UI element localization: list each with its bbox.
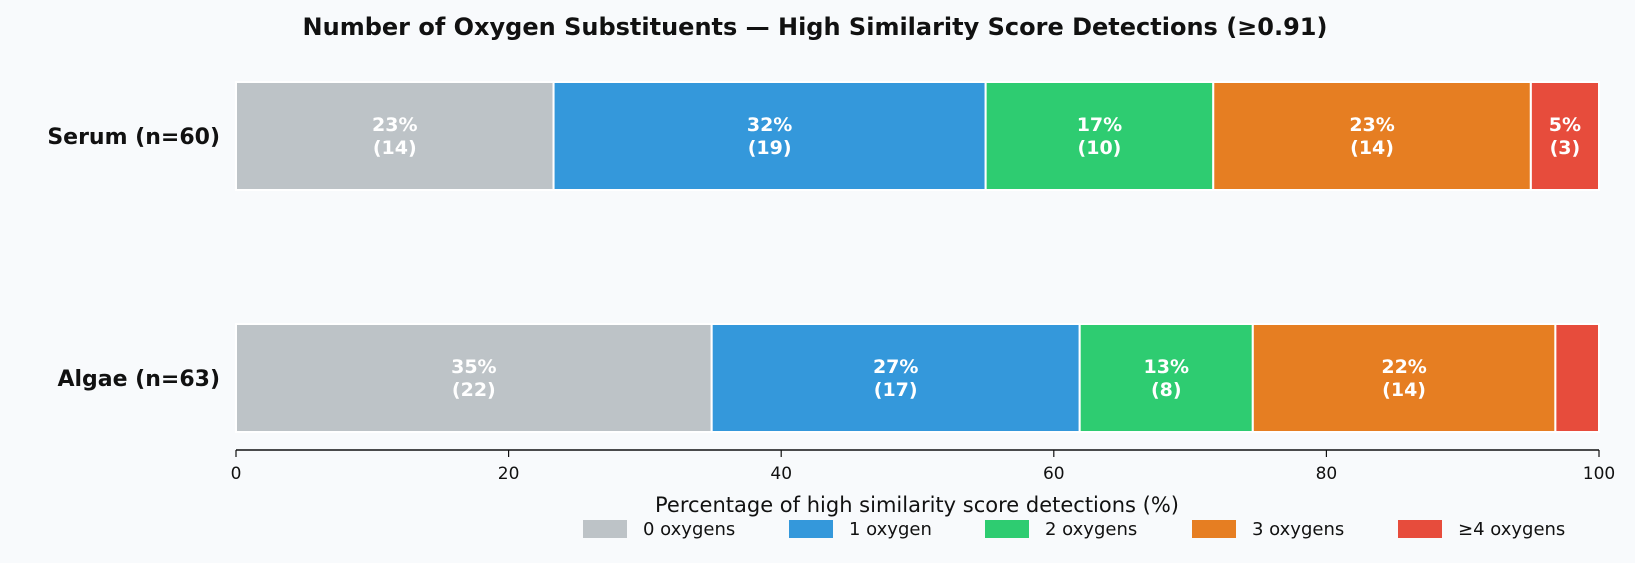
legend-swatch (1398, 520, 1442, 538)
bar-segment (1251, 323, 1557, 433)
bar-segment (235, 323, 713, 433)
bars-group: 23% (14) 32% (19) 17% (10) 23% (14) 5% (3) 35% (22)… (235, 81, 1601, 433)
x-tick-label: 60 (1043, 464, 1065, 484)
x-tick-label: 0 (231, 464, 242, 484)
category-label: Algae (n=63) (57, 367, 220, 392)
bar-segment (984, 81, 1215, 191)
legend-swatch (583, 520, 627, 538)
x-tick-label: 100 (1583, 464, 1615, 484)
bar-data-label: 22% (14) (1381, 356, 1426, 401)
x-tick-label: 80 (1316, 464, 1338, 484)
category-labels: Serum (n=60) Algae (n=63) (47, 125, 220, 392)
legend-label: ≥4 oxygens (1458, 519, 1565, 540)
legend-label: 0 oxygens (643, 519, 735, 540)
bar-data-label: 5% (3) (1549, 114, 1581, 159)
x-tick-label: 40 (770, 464, 792, 484)
x-axis-title: Percentage of high similarity score dete… (655, 493, 1179, 517)
bar-segment (552, 81, 987, 191)
legend: 0 oxygens 1 oxygen 2 oxygens 3 oxygens ≥4 ox… (583, 519, 1565, 540)
legend-swatch (1192, 520, 1236, 538)
legend-label: 1 oxygen (849, 519, 932, 540)
bar-segment (235, 81, 555, 191)
category-label: Serum (n=60) (47, 125, 220, 150)
bar-segment (710, 323, 1081, 433)
bar-segment (1529, 81, 1600, 191)
legend-swatch (985, 520, 1029, 538)
chart-title: Number of Oxygen Substituents — High Sim… (303, 13, 1328, 41)
bar-data-label: 27% (17) (873, 356, 918, 401)
bar-segment (1212, 81, 1532, 191)
x-tick-label: 20 (498, 464, 520, 484)
bar-data-label: 23% (14) (372, 114, 417, 159)
bar-data-label: 13% (8) (1144, 356, 1189, 401)
bar-segment (1554, 323, 1601, 433)
bar-data-label: 23% (14) (1349, 114, 1394, 159)
legend-label: 3 oxygens (1252, 519, 1344, 540)
x-axis: 0 20 40 60 80 100 (231, 449, 1615, 484)
bar-data-label: 32% (19) (747, 114, 792, 159)
bar-segment (1078, 323, 1254, 433)
bar-data-label: 35% (22) (451, 356, 496, 401)
bar-data-label: 17% (10) (1077, 114, 1122, 159)
legend-swatch (789, 520, 833, 538)
legend-label: 2 oxygens (1045, 519, 1137, 540)
